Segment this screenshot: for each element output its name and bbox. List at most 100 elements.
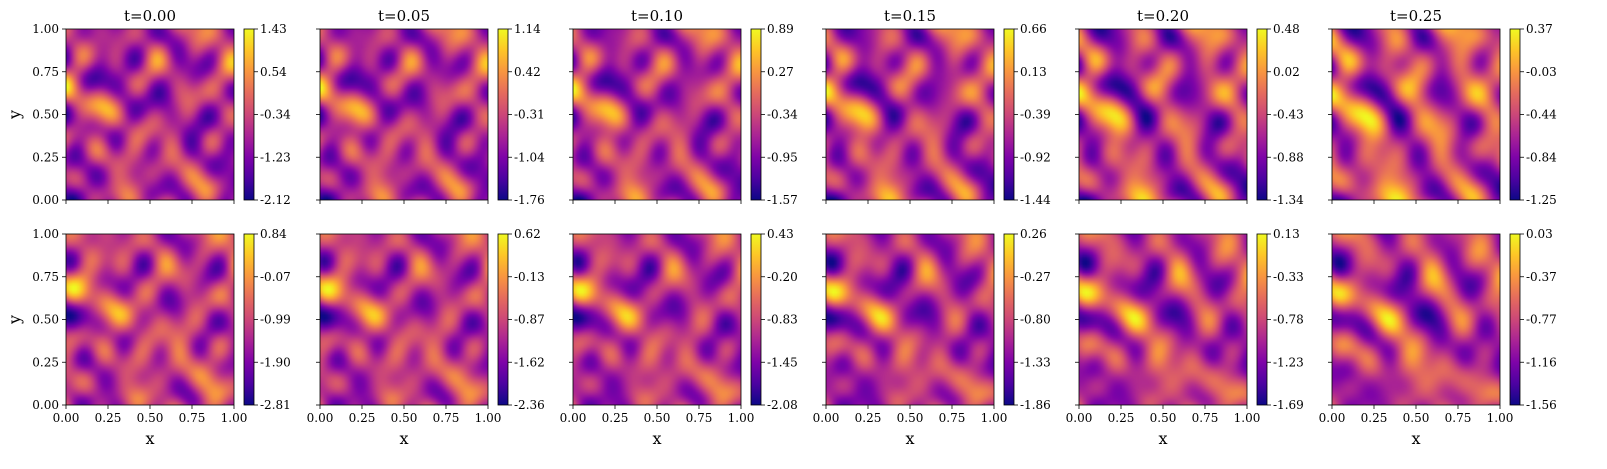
x-tick-label: 1.00 xyxy=(1487,411,1514,425)
y-tick-label: 0.50 xyxy=(32,108,59,122)
colorbar-tick-label: -0.13 xyxy=(514,270,545,284)
colorbar-tick-label: 0.02 xyxy=(1273,65,1300,79)
y-axis-label: y xyxy=(5,110,24,120)
x-tick-label: 0.25 xyxy=(1361,411,1388,425)
y-tick-label: 0.25 xyxy=(32,150,59,164)
x-axis-label: x xyxy=(399,429,408,448)
heatmap-image xyxy=(1332,29,1500,200)
panel-title: t=0.20 xyxy=(1137,7,1189,25)
colorbar-tick-label: -0.44 xyxy=(1526,108,1557,122)
colorbar-tick-label: 0.13 xyxy=(1020,65,1047,79)
x-tick-label: 0.25 xyxy=(349,411,376,425)
colorbar-tick-label: -0.33 xyxy=(1273,270,1304,284)
panel-title: t=0.05 xyxy=(378,7,430,25)
x-tick-label: 1.00 xyxy=(475,411,502,425)
colorbar-tick-label: -0.27 xyxy=(1020,270,1051,284)
x-tick-label: 0.75 xyxy=(939,411,966,425)
y-tick-label: 1.00 xyxy=(32,227,59,241)
colorbar-tick-label: 0.66 xyxy=(1020,22,1047,36)
colorbar-tick-label: -1.44 xyxy=(1020,193,1051,207)
x-tick-label: 1.00 xyxy=(1234,411,1261,425)
colorbar-tick-label: 0.48 xyxy=(1273,22,1300,36)
colorbar-tick-label: -0.80 xyxy=(1020,313,1051,327)
x-tick-label: 0.50 xyxy=(391,411,418,425)
x-tick-label: 0.75 xyxy=(1445,411,1472,425)
x-tick-label: 0.00 xyxy=(813,411,840,425)
x-tick-label: 0.00 xyxy=(1066,411,1093,425)
y-axis-label: y xyxy=(5,315,24,325)
x-tick-label: 0.25 xyxy=(855,411,882,425)
x-tick-label: 0.75 xyxy=(433,411,460,425)
colorbar-tick-label: 0.89 xyxy=(767,22,794,36)
x-axis-label: x xyxy=(145,429,154,448)
colorbar-tick-label: -1.69 xyxy=(1273,398,1304,412)
colorbar-tick-label: 0.42 xyxy=(514,65,541,79)
colorbar xyxy=(1003,233,1015,406)
x-tick-label: 0.75 xyxy=(1192,411,1219,425)
colorbar-tick-label: -1.56 xyxy=(1526,398,1557,412)
colorbar xyxy=(497,233,509,406)
colorbar-tick-label: -2.08 xyxy=(767,398,798,412)
colorbar-tick-label: -1.16 xyxy=(1526,355,1557,369)
colorbar xyxy=(1509,28,1521,201)
colorbar-tick-label: 0.84 xyxy=(260,227,287,241)
colorbar xyxy=(750,28,762,201)
colorbar xyxy=(243,28,255,201)
y-tick-label: 0.00 xyxy=(32,398,59,412)
colorbar-tick-label: -1.34 xyxy=(1273,193,1304,207)
x-tick-label: 0.75 xyxy=(179,411,206,425)
colorbar-tick-label: -0.78 xyxy=(1273,313,1304,327)
heatmap-image xyxy=(826,29,994,200)
colorbar-tick-label: -0.84 xyxy=(1526,150,1557,164)
colorbar-tick-label: -1.33 xyxy=(1020,355,1051,369)
colorbar-tick-label: -0.88 xyxy=(1273,150,1304,164)
colorbar-tick-label: -1.45 xyxy=(767,355,798,369)
x-tick-label: 0.00 xyxy=(1319,411,1346,425)
colorbar-tick-label: -1.57 xyxy=(767,193,798,207)
x-tick-label: 1.00 xyxy=(221,411,248,425)
colorbar-tick-label: -0.92 xyxy=(1020,150,1051,164)
x-tick-label: 0.25 xyxy=(1108,411,1135,425)
colorbar-tick-label: -0.87 xyxy=(514,313,545,327)
panel-title: t=0.15 xyxy=(884,7,936,25)
heatmap-image xyxy=(573,234,741,405)
x-tick-label: 0.00 xyxy=(307,411,334,425)
colorbar-tick-label: -0.83 xyxy=(767,313,798,327)
colorbar-tick-label: -0.34 xyxy=(260,108,291,122)
colorbar xyxy=(1509,233,1521,406)
heatmap-image xyxy=(1079,234,1247,405)
heatmap-image xyxy=(1079,29,1247,200)
colorbar-tick-label: -0.37 xyxy=(1526,270,1557,284)
colorbar xyxy=(1256,233,1268,406)
colorbar xyxy=(243,233,255,406)
colorbar-tick-label: -1.62 xyxy=(514,355,545,369)
colorbar-tick-label: 0.13 xyxy=(1273,227,1300,241)
colorbar-tick-label: -2.81 xyxy=(260,398,291,412)
heatmap-image xyxy=(1332,234,1500,405)
colorbar-tick-label: -0.95 xyxy=(767,150,798,164)
colorbar-tick-label: -1.90 xyxy=(260,355,291,369)
colorbar-tick-label: -1.25 xyxy=(1526,193,1557,207)
x-tick-label: 0.25 xyxy=(95,411,122,425)
colorbar-tick-label: -2.36 xyxy=(514,398,545,412)
x-tick-label: 0.50 xyxy=(137,411,164,425)
colorbar-tick-label: 0.26 xyxy=(1020,227,1047,241)
x-axis-label: x xyxy=(1411,429,1420,448)
colorbar-tick-label: -0.07 xyxy=(260,270,291,284)
panel-title: t=0.25 xyxy=(1390,7,1442,25)
panel-title: t=0.10 xyxy=(631,7,683,25)
colorbar xyxy=(1003,28,1015,201)
x-tick-label: 0.50 xyxy=(897,411,924,425)
colorbar-tick-label: 0.03 xyxy=(1526,227,1553,241)
x-tick-label: 0.25 xyxy=(602,411,629,425)
colorbar-tick-label: 0.37 xyxy=(1526,22,1553,36)
y-tick-label: 0.75 xyxy=(32,270,59,284)
colorbar-tick-label: 0.54 xyxy=(260,65,287,79)
colorbar-tick-label: -0.43 xyxy=(1273,108,1304,122)
colorbar-tick-label: -0.99 xyxy=(260,313,291,327)
heatmap-image xyxy=(826,234,994,405)
colorbar-tick-label: -0.03 xyxy=(1526,65,1557,79)
colorbar-tick-label: -0.34 xyxy=(767,108,798,122)
x-tick-label: 1.00 xyxy=(981,411,1008,425)
x-axis-label: x xyxy=(652,429,661,448)
